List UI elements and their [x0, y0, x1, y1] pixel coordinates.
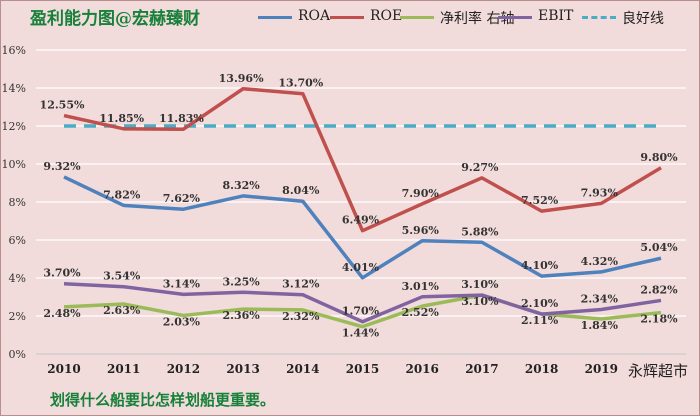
data-label: 3.70% — [43, 267, 81, 280]
data-label: 9.80% — [640, 151, 678, 164]
data-label: 3.54% — [103, 270, 141, 283]
data-label: 7.52% — [521, 194, 559, 207]
legend-roa: ROA — [258, 8, 348, 26]
data-label: 2.36% — [222, 309, 260, 322]
data-label: 2.10% — [521, 297, 559, 310]
legend-roa-label: ROA — [298, 8, 331, 24]
legend-net-margin-swatch — [400, 16, 434, 19]
data-label: 8.32% — [222, 179, 260, 192]
y-tick-label: 6% — [9, 234, 26, 247]
data-label: 2.34% — [581, 293, 619, 306]
x-tick-label: 2018 — [525, 362, 558, 376]
data-label: 9.32% — [43, 160, 81, 173]
data-label: 2.52% — [402, 306, 440, 319]
legend-roe: ROE — [330, 8, 420, 26]
data-label: 5.96% — [402, 224, 440, 237]
watermark-text: 永辉超市 — [628, 362, 689, 380]
data-label: 6.49% — [342, 214, 380, 227]
x-tick-label: 2016 — [405, 362, 438, 376]
legend-good-line: 良好线 — [582, 8, 692, 27]
y-tick-label: 16% — [2, 44, 26, 57]
data-label: 2.63% — [103, 304, 141, 317]
legend-net-margin-label: 净利率 右轴 — [440, 11, 515, 27]
data-label: 3.10% — [461, 295, 499, 308]
x-tick-label: 2012 — [167, 362, 200, 376]
data-label: 2.03% — [163, 315, 201, 328]
legend-ebit-label: EBIT — [538, 8, 574, 24]
x-tick-label: 2015 — [346, 362, 379, 376]
data-label: 1.84% — [581, 319, 619, 332]
data-label: 1.70% — [342, 305, 380, 318]
y-tick-label: 8% — [9, 196, 26, 209]
x-tick-label: 2017 — [465, 362, 498, 376]
series-line-净利率 右轴 — [63, 293, 662, 329]
legend-good-line-label: 良好线 — [622, 11, 664, 27]
data-label: 7.90% — [402, 187, 440, 200]
data-label: 7.82% — [103, 188, 141, 201]
y-tick-label: 2% — [9, 310, 26, 323]
series-line-ROA — [63, 175, 662, 280]
legend-roe-label: ROE — [370, 8, 403, 24]
x-tick-label: 2014 — [286, 362, 319, 376]
data-label: 11.83% — [159, 112, 204, 125]
data-label: 13.96% — [219, 72, 264, 85]
footer-quote: 划得什么船要比怎样划船更重要。 — [50, 391, 276, 409]
data-label: 8.04% — [282, 184, 320, 197]
data-label: 13.70% — [278, 77, 323, 90]
data-label: 9.27% — [461, 161, 499, 174]
legend-ebit: EBIT — [498, 8, 588, 26]
data-label: 2.18% — [640, 313, 678, 326]
data-label: 7.93% — [581, 186, 619, 199]
y-tick-label: 14% — [2, 82, 26, 95]
legend-roe-swatch — [330, 16, 364, 19]
data-label: 7.62% — [163, 192, 201, 205]
x-tick-label: 2019 — [585, 362, 618, 376]
legend-ebit-swatch — [498, 16, 532, 19]
y-tick-label: 0% — [9, 348, 26, 361]
data-label: 3.25% — [222, 275, 260, 288]
data-label: 4.01% — [342, 261, 380, 274]
data-label: 4.10% — [521, 259, 559, 272]
data-label: 5.88% — [461, 225, 499, 238]
x-tick-label: 2013 — [226, 362, 259, 376]
data-label: 5.04% — [640, 241, 678, 254]
chart-title: 盈利能力图@宏赫臻财 — [30, 9, 200, 29]
data-label: 12.55% — [40, 99, 85, 112]
series-line-ROE — [63, 87, 662, 233]
x-tick-label: 2011 — [107, 362, 140, 376]
data-label: 4.32% — [581, 255, 619, 268]
data-label: 3.14% — [163, 277, 201, 290]
data-label: 3.01% — [402, 280, 440, 293]
data-label: 2.82% — [640, 283, 678, 296]
data-label: 2.11% — [521, 314, 559, 327]
x-tick-label: 2010 — [47, 362, 80, 376]
legend-good-line-swatch — [582, 16, 616, 19]
data-label: 11.85% — [99, 112, 144, 125]
data-label: 2.32% — [282, 310, 320, 323]
legend-net-margin: 净利率 右轴 — [400, 8, 520, 27]
data-label: 3.10% — [461, 278, 499, 291]
data-label: 3.12% — [282, 278, 320, 291]
y-tick-label: 12% — [2, 120, 26, 133]
legend-roa-swatch — [258, 16, 292, 19]
series-line-EBIT — [63, 281, 662, 324]
data-label: 1.44% — [342, 327, 380, 340]
data-label: 2.48% — [43, 307, 81, 320]
y-tick-label: 10% — [2, 158, 26, 171]
y-tick-label: 4% — [9, 272, 26, 285]
